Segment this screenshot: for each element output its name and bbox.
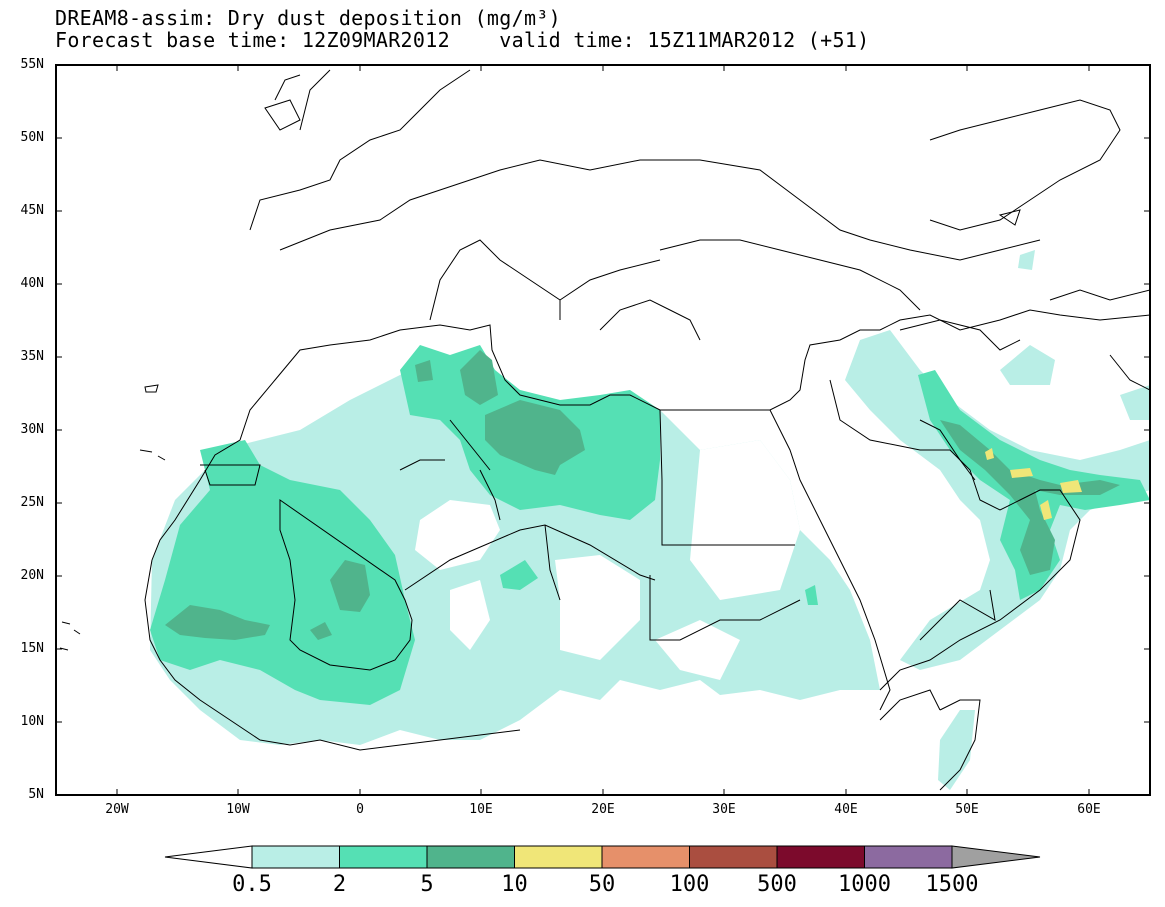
lat-label-5n: 5N [28,787,44,802]
lat-label-10n: 10N [20,714,44,729]
map-title: DREAM8-assim: Dry dust deposition (mg/m³… [55,6,561,30]
lon-label-20e: 20E [591,802,615,817]
lon-label-60e: 60E [1077,802,1101,817]
colorbar-label: 10 [501,872,528,897]
lat-label-20n: 20N [20,568,44,583]
colorbar-label: 50 [588,872,616,897]
colorbar-label: 1500 [925,872,979,897]
no-deposition-gaps [415,440,800,680]
colorbar-label: 2 [332,872,347,897]
lon-label-10w: 10W [226,802,250,817]
colorbar-label: 100 [669,872,710,897]
colorbar-label: 1000 [838,872,891,897]
lon-label-50e: 50E [955,802,979,817]
colorbar-segment [251,845,340,869]
lon-label-20w: 20W [105,802,129,817]
lon-label-40e: 40E [834,802,858,817]
lon-label-30e: 30E [712,802,736,817]
colorbar-label: 500 [757,872,797,897]
lat-label-15n: 15N [20,641,44,656]
colorbar-under-arrow [164,845,253,869]
coastlines-and-borders [144,69,1150,791]
colorbar-segment [339,845,428,869]
colorbar-segment [689,845,778,869]
lat-label-35n: 35N [20,349,44,364]
colorbar-segment [514,845,603,869]
lon-label-0: 0 [356,802,364,817]
colorbar-segment [601,845,690,869]
lat-label-45n: 45N [20,203,44,218]
lat-label-50n: 50N [20,130,44,145]
axis-ticks [56,64,1150,796]
colorbar-over-arrow [951,845,1041,869]
colorbar-label: 0.5 [232,872,272,897]
lat-label-40n: 40N [20,276,44,291]
lon-label-10e: 10E [469,802,493,817]
deposition-field [59,69,1150,791]
lat-label-30n: 30N [20,422,44,437]
colorbar-label: 5 [420,872,434,897]
lat-label-25n: 25N [20,495,44,510]
colorbar-segment [864,845,953,869]
colorbar-segment [426,845,515,869]
forecast-time-subtitle: Forecast base time: 12Z09MAR2012 valid t… [55,28,870,52]
islands [59,99,1021,651]
deposition-level-5 [165,350,1120,640]
colorbar-segment [776,845,865,869]
deposition-level-10 [985,448,1082,520]
lat-label-55n: 55N [20,57,44,72]
